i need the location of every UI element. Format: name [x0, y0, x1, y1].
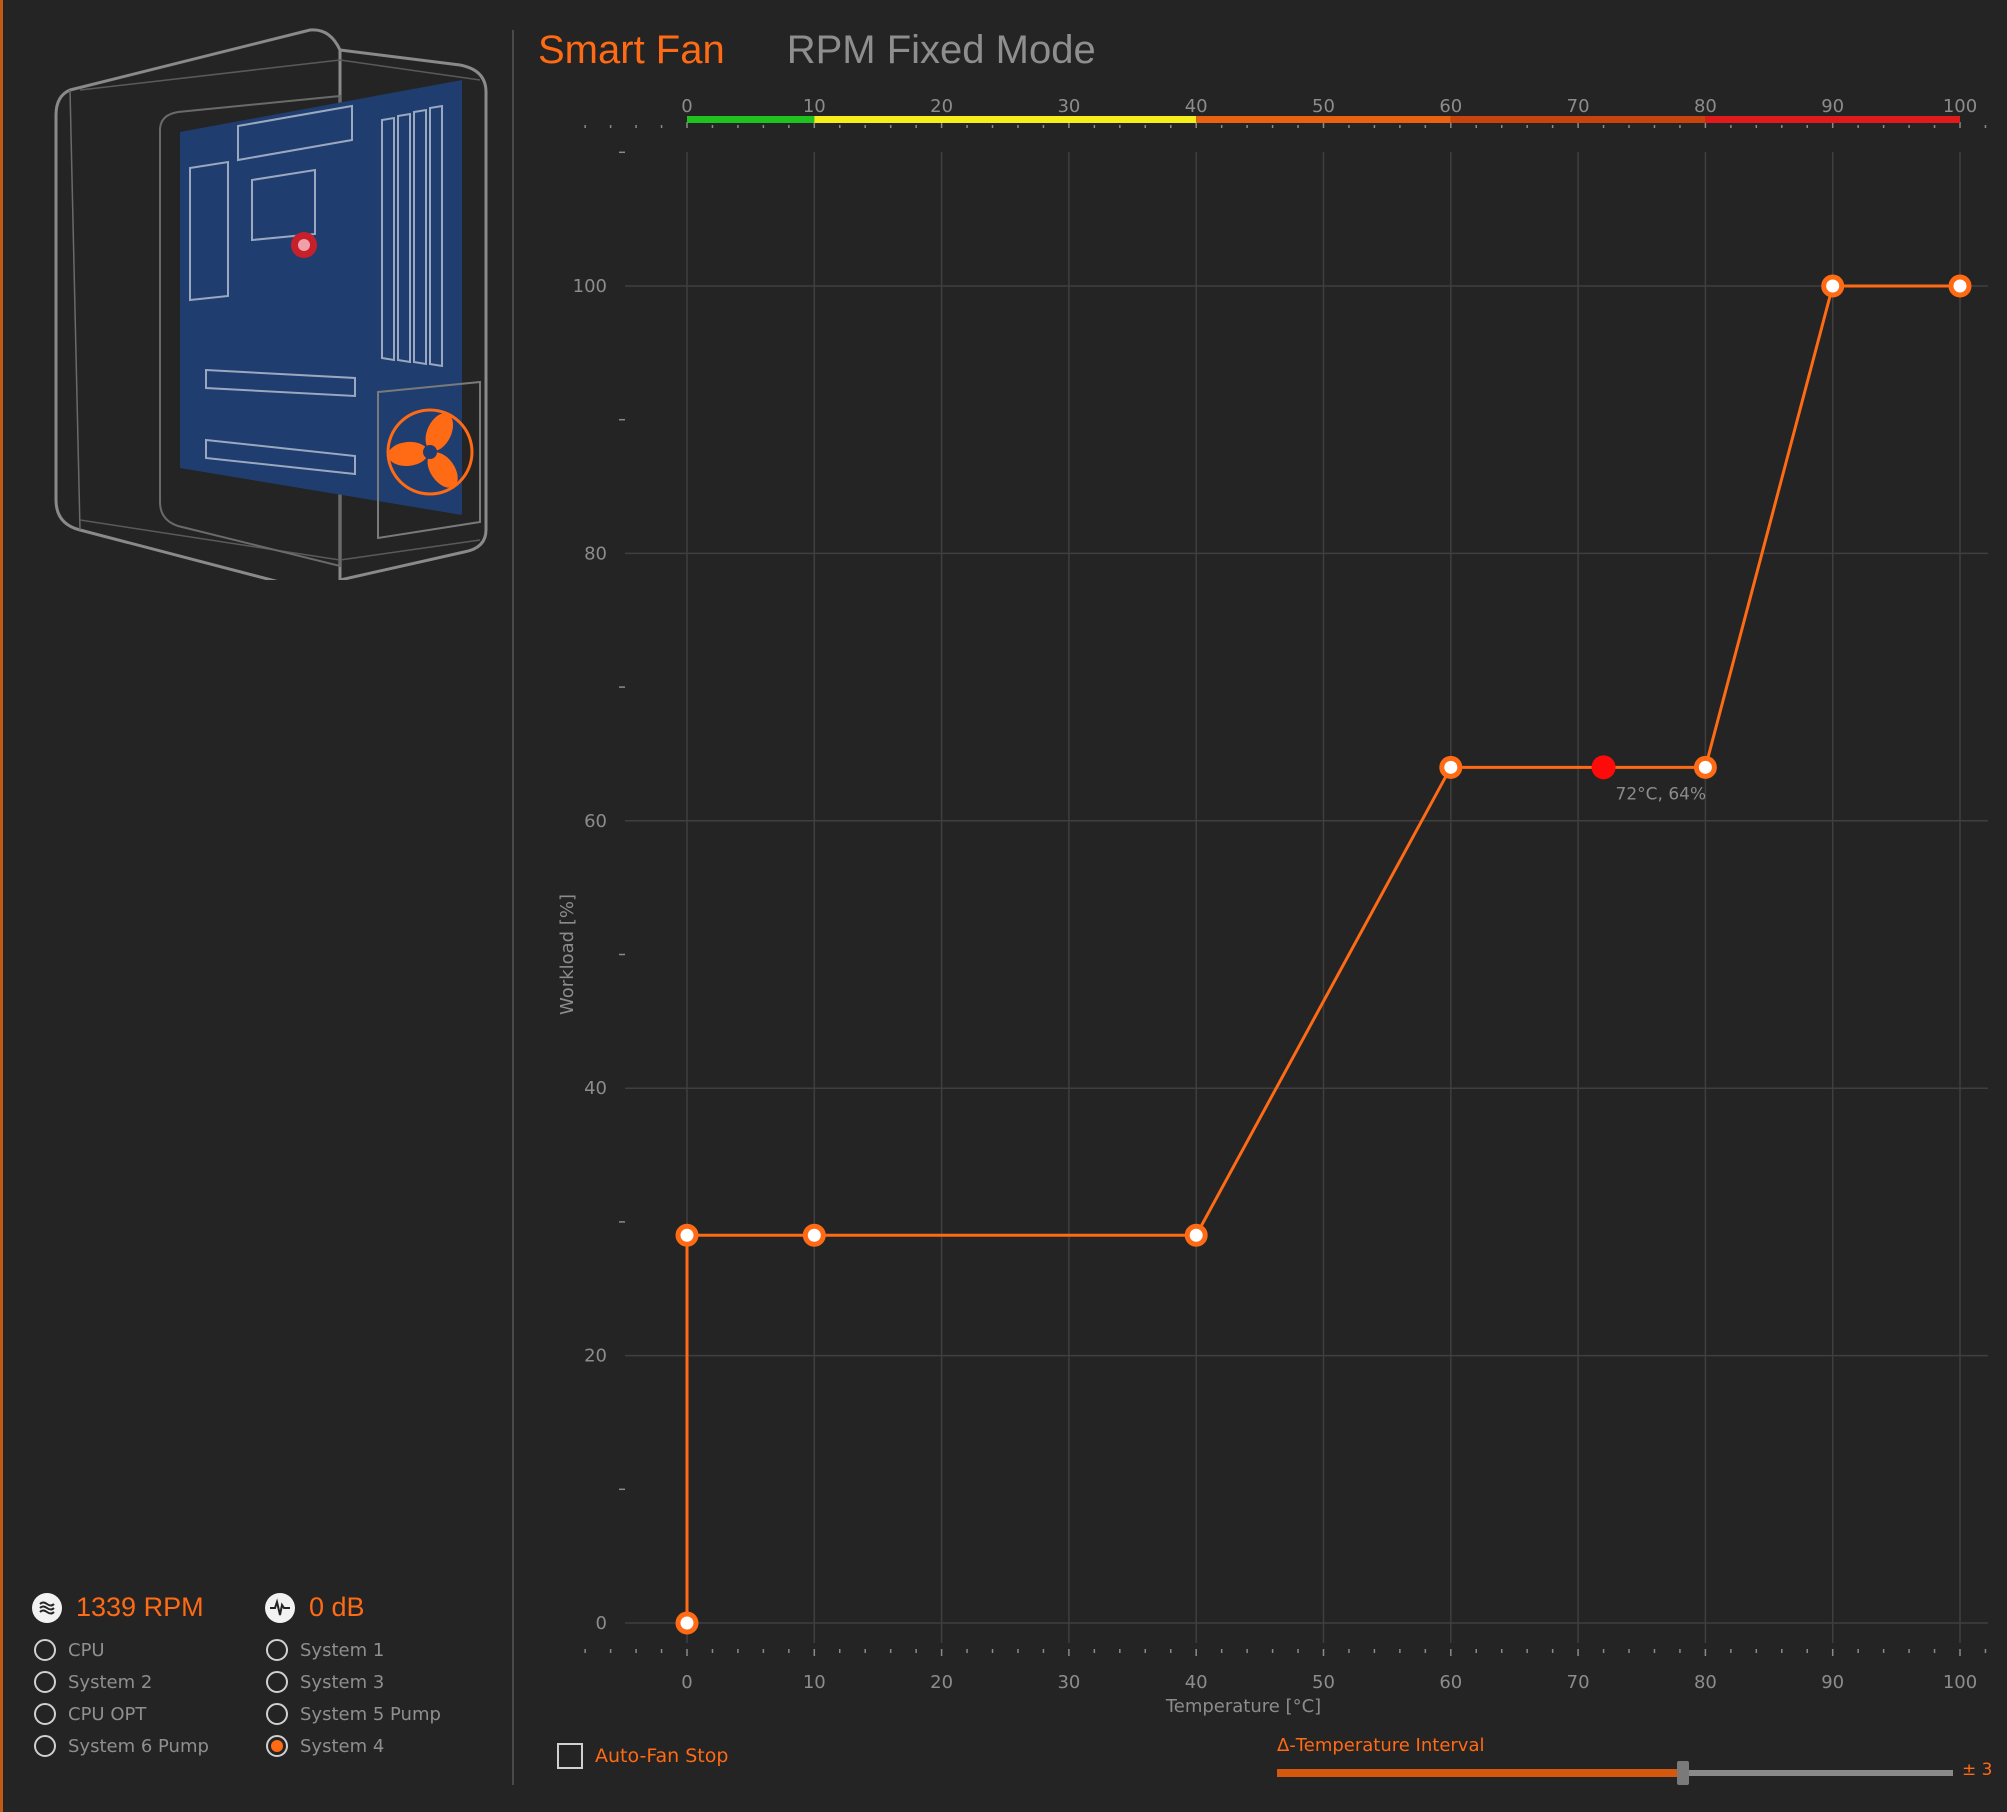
rpm-readout: 1339 RPM — [32, 1592, 204, 1623]
x-tick-label: 50 — [1312, 1672, 1335, 1693]
pc-case-illustration — [54, 28, 488, 580]
fan-option-cpu[interactable]: CPU — [34, 1634, 209, 1666]
radio-button[interactable] — [266, 1703, 288, 1725]
x-tick-label-top: 70 — [1567, 96, 1590, 117]
x-tick-label-top: 20 — [930, 96, 953, 117]
fan-list-left: CPU System 2 CPU OPT System 6 Pump — [34, 1634, 209, 1762]
motherboard — [180, 80, 462, 515]
x-tick-label-top: 80 — [1694, 96, 1717, 117]
radio-button[interactable] — [34, 1735, 56, 1757]
y-axis-label: Workload [%] — [557, 894, 578, 1015]
curve-control-point[interactable] — [1821, 274, 1845, 298]
x-tick-label-top: 30 — [1057, 96, 1080, 117]
auto-fan-stop-checkbox[interactable]: Auto-Fan Stop — [557, 1743, 728, 1769]
radio-button[interactable] — [34, 1671, 56, 1693]
x-tick-label-top: 100 — [1943, 96, 1977, 117]
radio-button[interactable] — [34, 1703, 56, 1725]
radio-button[interactable] — [266, 1639, 288, 1661]
y-tick-label: 100 — [573, 276, 607, 297]
x-axis-label: Temperature [°C] — [1165, 1696, 1321, 1717]
x-tick-label: 0 — [681, 1672, 692, 1693]
radio-button[interactable] — [266, 1735, 288, 1757]
temperature-interval-value: ± 3 — [1962, 1760, 1993, 1780]
curve-control-point[interactable] — [1948, 274, 1972, 298]
panel-divider — [512, 30, 514, 1785]
x-tick-label-top: 90 — [1821, 96, 1844, 117]
curve-control-point[interactable] — [1184, 1223, 1208, 1247]
x-tick-label-top: 0 — [681, 96, 692, 117]
fan-option-system-3[interactable]: System 3 — [266, 1666, 441, 1698]
x-tick-label-top: 60 — [1439, 96, 1462, 117]
fan-curve-line — [685, 284, 1960, 1623]
temperature-interval-label: Δ-Temperature Interval — [1277, 1735, 1485, 1756]
fan-icon — [386, 408, 474, 496]
x-tick-label: 100 — [1943, 1672, 1977, 1693]
noise-value: 0 dB — [309, 1592, 365, 1622]
curve-control-point[interactable] — [1693, 755, 1717, 779]
fan-option-system-2[interactable]: System 2 — [34, 1666, 209, 1698]
auto-fan-stop-label: Auto-Fan Stop — [595, 1745, 729, 1767]
fan-option-system-5-pump[interactable]: System 5 Pump — [266, 1698, 441, 1730]
x-tick-label: 70 — [1567, 1672, 1590, 1693]
tab-rpm-fixed-mode[interactable]: RPM Fixed Mode — [786, 27, 1096, 72]
curve-control-point[interactable] — [802, 1223, 826, 1247]
x-tick-label-top: 50 — [1312, 96, 1335, 117]
x-tick-label: 10 — [803, 1672, 826, 1693]
x-tick-label: 80 — [1694, 1672, 1717, 1693]
noise-readout: 0 dB — [265, 1592, 365, 1623]
fan-speed-icon — [32, 1592, 62, 1623]
fan-option-system-1[interactable]: System 1 — [266, 1634, 441, 1666]
y-tick-label: 40 — [584, 1078, 607, 1099]
tab-smart-fan[interactable]: Smart Fan — [538, 27, 725, 72]
fan-option-cpu-opt[interactable]: CPU OPT — [34, 1698, 209, 1730]
x-tick-label: 40 — [1185, 1672, 1208, 1693]
y-tick-label: 20 — [584, 1346, 607, 1367]
x-tick-label: 60 — [1439, 1672, 1462, 1693]
fan-option-system-4[interactable]: System 4 — [266, 1730, 441, 1762]
temperature-interval-slider[interactable] — [1277, 1760, 1953, 1786]
x-tick-label: 90 — [1821, 1672, 1844, 1693]
temperature-zone — [814, 116, 1197, 123]
mode-tabs: Smart Fan RPM Fixed Mode — [538, 20, 1096, 80]
sound-wave-icon — [265, 1592, 295, 1623]
y-tick-label: 60 — [584, 811, 607, 832]
x-tick-label-top: 40 — [1185, 96, 1208, 117]
x-tick-label: 20 — [930, 1672, 953, 1693]
current-point-marker — [1591, 755, 1616, 780]
radio-button[interactable] — [34, 1639, 56, 1661]
curve-control-point[interactable] — [675, 1611, 699, 1635]
temperature-zone — [1196, 116, 1451, 123]
radio-button[interactable] — [266, 1671, 288, 1693]
fan-option-system-6-pump[interactable]: System 6 Pump — [34, 1730, 209, 1762]
temperature-zone — [1450, 116, 1706, 123]
x-tick-label-top: 10 — [803, 96, 826, 117]
window-edge — [0, 0, 3, 1812]
temperature-zone — [1705, 116, 1960, 123]
rpm-value: 1339 RPM — [76, 1592, 204, 1622]
current-point-label: 72°C, 64% — [1616, 784, 1707, 804]
checkbox-box[interactable] — [557, 1743, 583, 1769]
slider-fill — [1277, 1769, 1683, 1777]
x-tick-label: 30 — [1057, 1672, 1080, 1693]
curve-control-point[interactable] — [1439, 755, 1463, 779]
fan-curve-chart[interactable]: 0 0 10 10 20 20 30 30 40 40 50 50 60 60 70 70 80 80 90 90 10… — [545, 88, 2000, 1728]
slider-thumb[interactable] — [1676, 1761, 1689, 1785]
curve-control-point[interactable] — [675, 1223, 699, 1247]
temperature-zone — [687, 116, 815, 123]
y-tick-label: 0 — [596, 1613, 607, 1634]
left-panel: 1339 RPM 0 dB CPU System 2 CPU OPT Syste… — [0, 0, 512, 1812]
fan-list-right: System 1 System 3 System 5 Pump System 4 — [266, 1634, 441, 1762]
y-tick-label: 80 — [584, 543, 607, 564]
